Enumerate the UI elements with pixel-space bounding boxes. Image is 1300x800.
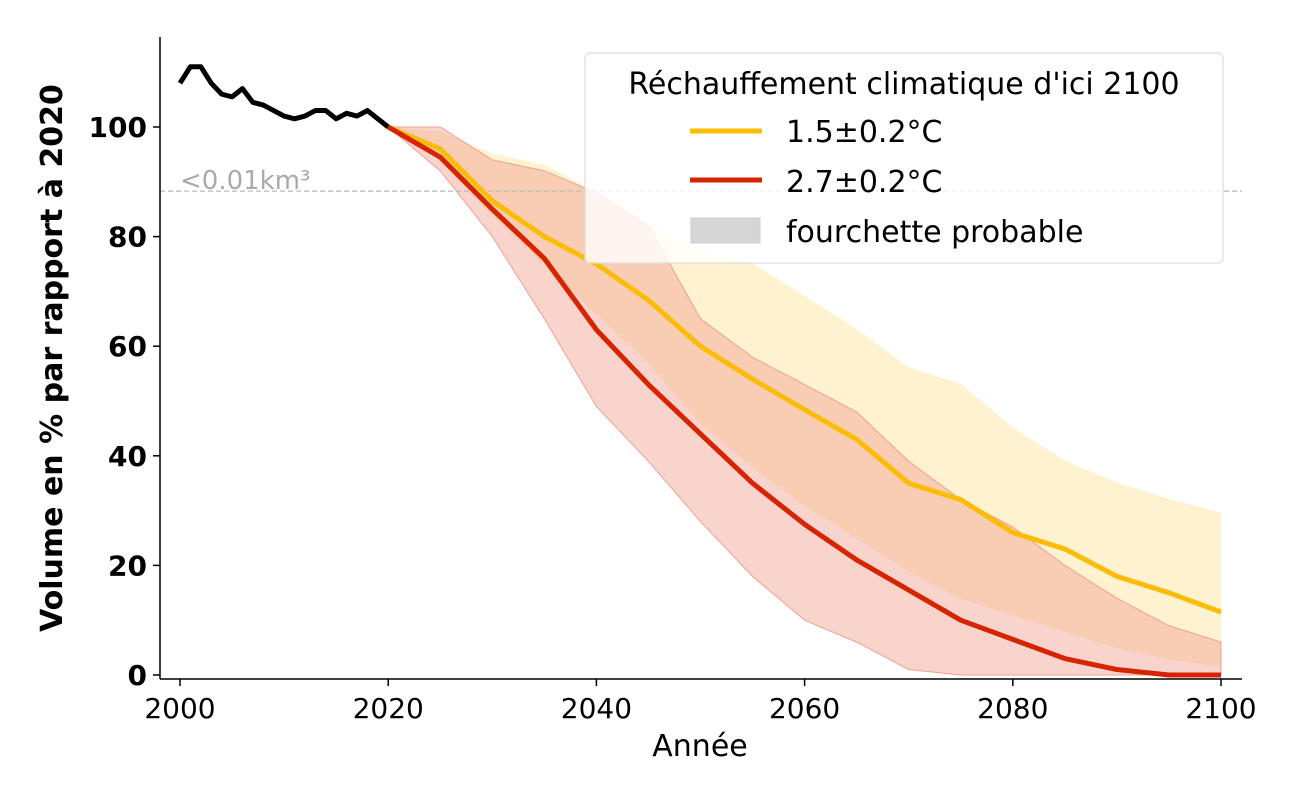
legend-swatch-band (690, 217, 761, 244)
legend: Réchauffement climatique d'ici 2100 1.5±… (584, 52, 1224, 264)
x-tick-label: 2020 (353, 692, 424, 725)
y-tick-label: 100 (89, 111, 147, 144)
historical-line (177, 64, 390, 129)
legend-entry-band: fourchette probable (786, 215, 1083, 250)
legend-title: Réchauffement climatique d'ici 2100 (628, 67, 1179, 102)
x-tick-label: 2040 (561, 692, 632, 725)
x-tick-label: 2000 (144, 692, 215, 725)
legend-entry-2.7: 2.7±0.2°C (786, 165, 943, 200)
x-tick-label: 2080 (977, 692, 1048, 725)
y-tick-label: 60 (108, 330, 147, 363)
median-line-2.7±0.2°C (386, 124, 1221, 678)
legend-box (584, 52, 1224, 264)
median-line-1.5±0.2°C (387, 124, 1222, 615)
x-tick-label: 2100 (1185, 692, 1256, 725)
legend-entry-1.5: 1.5±0.2°C (786, 115, 943, 150)
y-tick-label: 20 (108, 549, 147, 582)
y-tick-label: 80 (108, 221, 147, 254)
reference-line-label: <0.01km³ (180, 166, 310, 196)
y-tick-label: 40 (108, 440, 147, 473)
x-axis-label: Année (652, 729, 747, 764)
y-tick-label: 0 (128, 659, 147, 692)
lines (177, 64, 1222, 678)
x-tick-label: 2060 (769, 692, 840, 725)
y-axis-label: Volume en % par rapport à 2020 (35, 84, 70, 632)
